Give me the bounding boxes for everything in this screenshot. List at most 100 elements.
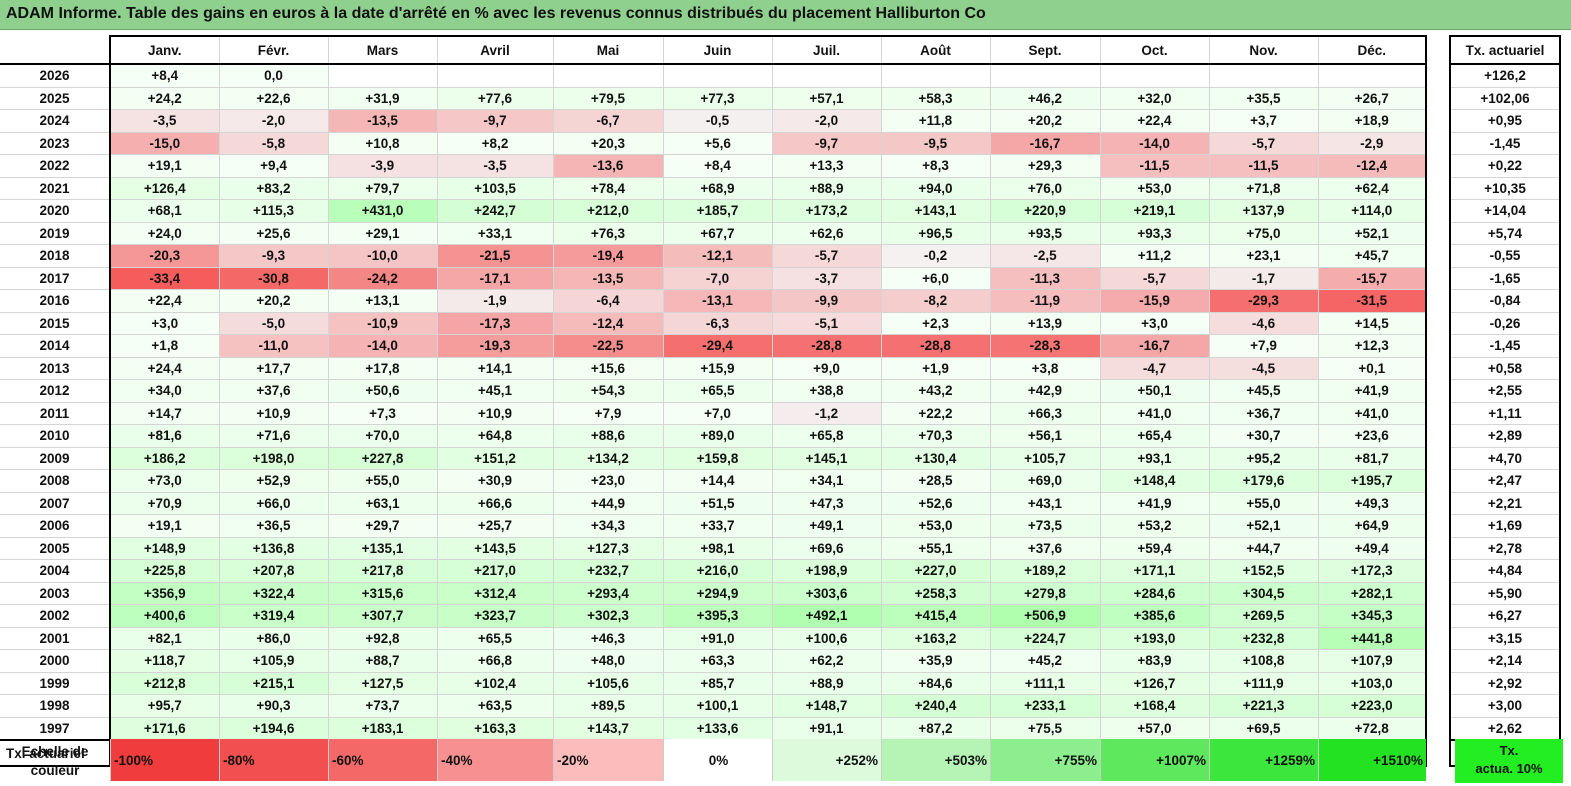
gain-cell: +69,5 [1208, 717, 1318, 741]
gain-cell: +441,8 [1317, 627, 1427, 650]
month-header: Mars [327, 35, 437, 65]
gain-cell: +233,1 [989, 694, 1100, 718]
gain-cell: +163,3 [436, 717, 553, 741]
table-row: 2012 +34,0 +37,6 +50,6 +45,1 +54,3 +65,5 +38,8 +… [0, 379, 1561, 403]
tx-actuariel-cell: +2,21 [1449, 492, 1561, 515]
gain-cell: +22,2 [880, 402, 990, 425]
gain-cell: +3,0 [109, 312, 219, 335]
gain-cell: -10,0 [327, 244, 437, 268]
year-label: 2011 [0, 402, 110, 425]
year-label: 2024 [0, 109, 110, 133]
gain-cell: -14,0 [327, 334, 437, 358]
gain-cell: -14,0 [1099, 132, 1209, 155]
gain-cell: +62,2 [771, 649, 881, 673]
gain-cell: +92,8 [327, 627, 437, 650]
gain-cell: +159,8 [662, 447, 772, 470]
gain-cell: +13,1 [327, 289, 437, 313]
gain-cell: +323,7 [436, 604, 553, 628]
gain-cell: +14,4 [662, 469, 772, 493]
gain-cell: +42,9 [989, 379, 1100, 403]
legend-swatch: -40% [437, 739, 553, 781]
gain-cell: -6,7 [552, 109, 663, 133]
tx-actuariel-cell: +6,27 [1449, 604, 1561, 628]
gain-cell: -4,6 [1208, 312, 1318, 335]
gain-cell: +103,5 [436, 177, 553, 200]
table-row: 2000 +118,7 +105,9 +88,7 +66,8 +48,0 +63,3 +62,… [0, 649, 1561, 673]
year-label: 2004 [0, 559, 110, 583]
gain-cell: +23,0 [552, 469, 663, 493]
gain-cell [327, 64, 437, 88]
year-label: 2010 [0, 424, 110, 448]
gain-cell: +41,0 [1317, 402, 1427, 425]
gain-cell: +431,0 [327, 199, 437, 223]
gain-cell: +73,5 [989, 514, 1100, 538]
gain-cell: +77,3 [662, 87, 772, 110]
legend-swatch: +1510% [1318, 739, 1426, 781]
gain-cell: +9,0 [771, 357, 881, 380]
gain-cell: +303,6 [771, 582, 881, 605]
gain-cell: +223,0 [1317, 694, 1427, 718]
gain-cell: -12,4 [1317, 154, 1427, 178]
legend-swatch: +252% [772, 739, 881, 781]
gain-cell: +294,9 [662, 582, 772, 605]
gain-cell: +415,4 [880, 604, 990, 628]
gain-cell: +207,8 [218, 559, 328, 583]
gain-cell: +49,1 [771, 514, 881, 538]
gain-cell: +20,3 [552, 132, 663, 155]
tx-actuariel-cell: +2,47 [1449, 469, 1561, 493]
gain-cell: +304,5 [1208, 582, 1318, 605]
gain-cell: +105,9 [218, 649, 328, 673]
gain-cell: -17,3 [436, 312, 553, 335]
table-row: 2023 -15,0 -5,8 +10,8 +8,2 +20,3 +5,6 -9,7 -9,5-… [0, 132, 1561, 155]
gain-cell: +212,0 [552, 199, 663, 223]
gain-cell: +34,3 [552, 514, 663, 538]
gain-cell: +506,9 [989, 604, 1100, 628]
gain-cell: +67,7 [662, 222, 772, 245]
gain-cell: +84,6 [880, 672, 990, 695]
gain-cell: +65,8 [771, 424, 881, 448]
gain-cell: +30,9 [436, 469, 553, 493]
gain-cell: -19,4 [552, 244, 663, 268]
gain-cell: -9,9 [771, 289, 881, 313]
year-label: 2002 [0, 604, 110, 628]
gain-cell: +73,0 [109, 469, 219, 493]
gain-cell: +7,0 [662, 402, 772, 425]
tx-actuariel-cell: -0,55 [1449, 244, 1561, 268]
gain-cell: -28,8 [880, 334, 990, 358]
gain-cell: +3,0 [1099, 312, 1209, 335]
gain-cell: +54,3 [552, 379, 663, 403]
tx-actuariel-cell: -1,45 [1449, 132, 1561, 155]
header-year-cell [0, 36, 110, 65]
gain-cell: 0,0 [218, 64, 328, 88]
gain-cell: +50,6 [327, 379, 437, 403]
tx-actuariel-cell: +2,92 [1449, 672, 1561, 695]
gain-cell: +31,9 [327, 87, 437, 110]
gain-cell: -3,5 [109, 109, 219, 133]
gain-cell: +63,3 [662, 649, 772, 673]
gain-cell: +68,9 [662, 177, 772, 200]
gain-cell: -6,4 [552, 289, 663, 313]
table-row: 2008 +73,0 +52,9 +55,0 +30,9 +23,0 +14,4 +34,1 +… [0, 469, 1561, 493]
gain-cell: +98,1 [662, 537, 772, 560]
gain-cell: +221,3 [1208, 694, 1318, 718]
gain-cell: +193,0 [1099, 627, 1209, 650]
table-row: 2009 +186,2 +198,0 +227,8 +151,2 +134,2 +159,8… [0, 447, 1561, 470]
gain-cell: +171,6 [109, 717, 219, 741]
gain-cell: +11,8 [880, 109, 990, 133]
gain-cell: +33,1 [436, 222, 553, 245]
gain-cell: +85,7 [662, 672, 772, 695]
gain-cell: +14,1 [436, 357, 553, 380]
gain-cell: -11,5 [1208, 154, 1318, 178]
gain-cell: +7,3 [327, 402, 437, 425]
gain-cell: +19,1 [109, 514, 219, 538]
gain-cell: +172,3 [1317, 559, 1427, 583]
gain-cell: +126,7 [1099, 672, 1209, 695]
gain-cell: +345,3 [1317, 604, 1427, 628]
gain-cell: -31,5 [1317, 289, 1427, 313]
gain-cell: +127,3 [552, 537, 663, 560]
month-header: Déc. [1317, 35, 1427, 65]
table-row: 1999 +212,8 +215,1 +127,5 +102,4 +105,6 +85,7 +… [0, 672, 1561, 695]
gain-cell: +212,8 [109, 672, 219, 695]
gain-cell: +10,9 [218, 402, 328, 425]
gain-cell: +143,5 [436, 537, 553, 560]
